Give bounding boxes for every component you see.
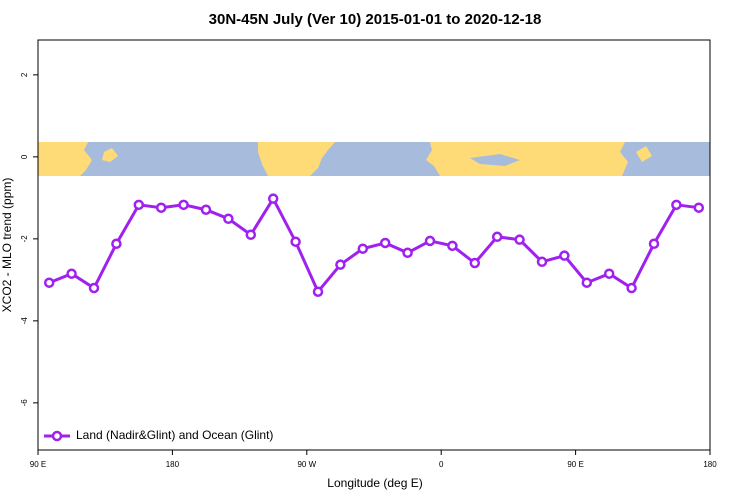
y-axis-label: XCO2 - MLO trend (ppm) bbox=[0, 178, 14, 313]
point bbox=[223, 213, 234, 225]
x-tick-label: 180 bbox=[166, 460, 180, 469]
point bbox=[267, 193, 279, 204]
point bbox=[379, 237, 391, 249]
x-axis-label: Longitude (deg E) bbox=[327, 476, 422, 490]
chart-title: 30N-45N July (Ver 10) 2015-01-01 to 2020… bbox=[209, 11, 542, 28]
point bbox=[312, 286, 324, 297]
y-tick-label: 0 bbox=[20, 154, 29, 159]
y-tick-label: -6 bbox=[20, 399, 29, 407]
point bbox=[469, 257, 481, 269]
point bbox=[693, 202, 705, 213]
point bbox=[357, 243, 369, 254]
point bbox=[671, 199, 682, 211]
point bbox=[111, 238, 122, 250]
point bbox=[648, 238, 660, 250]
x-tick-label: 0 bbox=[439, 460, 444, 469]
plot-frame bbox=[37, 39, 711, 451]
legend-label: Land (Nadir&Glint) and Ocean (Glint) bbox=[76, 428, 273, 442]
legend-marker bbox=[51, 430, 63, 442]
x-tick-label: 90 E bbox=[30, 460, 46, 469]
point bbox=[178, 199, 189, 211]
point bbox=[155, 202, 167, 213]
point bbox=[245, 229, 257, 240]
series-line bbox=[48, 195, 699, 295]
point bbox=[43, 277, 55, 288]
x-tick-label: 90 W bbox=[297, 460, 316, 469]
point bbox=[536, 256, 548, 268]
point bbox=[424, 235, 436, 247]
point bbox=[603, 268, 615, 279]
map-strip bbox=[38, 142, 710, 176]
point bbox=[626, 282, 637, 294]
x-tick-label: 90 E bbox=[567, 460, 583, 469]
x-tick-label: 180 bbox=[703, 460, 717, 469]
point bbox=[290, 236, 301, 247]
point bbox=[133, 199, 145, 211]
point bbox=[66, 268, 77, 279]
point bbox=[88, 282, 100, 294]
y-tick-label: 2 bbox=[20, 72, 29, 77]
point bbox=[581, 277, 593, 288]
y-tick-label: -2 bbox=[20, 235, 29, 243]
point bbox=[200, 204, 212, 215]
point bbox=[447, 240, 458, 252]
point bbox=[335, 259, 346, 270]
point bbox=[491, 231, 503, 243]
point bbox=[559, 250, 570, 261]
point bbox=[402, 247, 413, 259]
point bbox=[514, 234, 525, 245]
y-tick-label: -4 bbox=[20, 317, 29, 325]
